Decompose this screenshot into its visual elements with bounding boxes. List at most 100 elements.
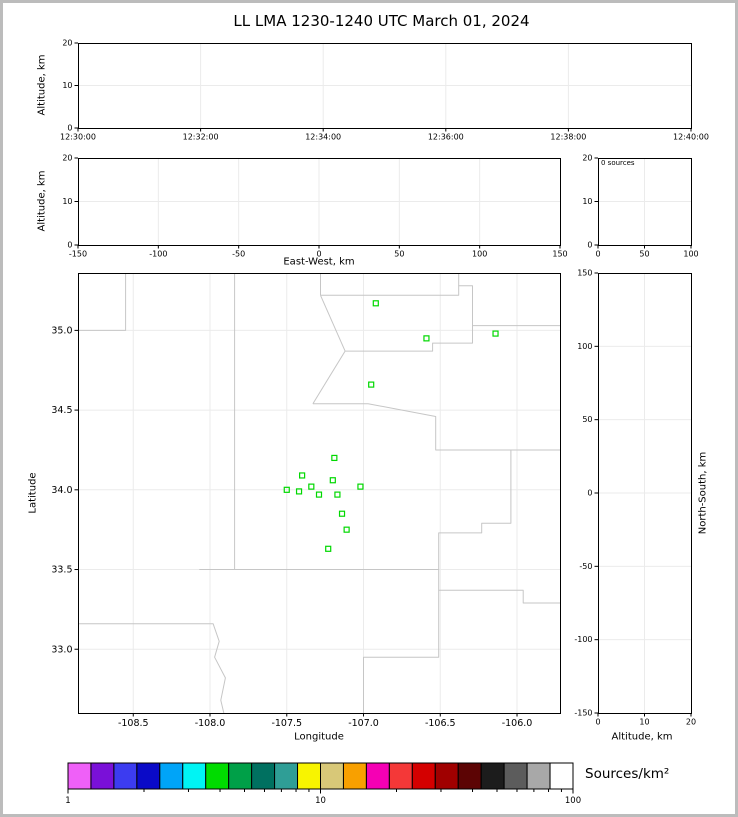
lightning-source-marker: [325, 545, 332, 552]
colorbar-cell: [503, 762, 528, 790]
lightning-source-marker: [372, 300, 379, 307]
y-tick-label: 10: [62, 81, 72, 90]
colorbar-cell: [159, 762, 184, 790]
colorbar-cell: [457, 762, 482, 790]
plot-canvas: 12:30:00 12:32:00 12:34:00 12:36:00 12:38:00…: [51, 39, 709, 806]
histogram-annotation: 0 sources: [601, 159, 635, 167]
colorbar-cell: [388, 762, 413, 790]
colorbar-cell: [411, 762, 436, 790]
x-tick-label: 50: [639, 250, 649, 259]
colorbar-cell: [67, 762, 92, 790]
y-tick-label: 34.5: [51, 405, 72, 416]
y-tick-label: 0: [67, 124, 72, 133]
y-tick-label: 33.0: [51, 644, 72, 655]
ew-height-ylabel: Altitude, km: [36, 170, 48, 232]
x-tick-label: -100: [149, 250, 167, 259]
y-tick-label: 20: [62, 39, 72, 48]
x-tick-label: -106.0: [502, 718, 533, 729]
ew-height-xlabel: East-West, km: [283, 256, 355, 268]
x-tick-label: 12:40:00: [673, 133, 709, 142]
county-boundary: [345, 325, 473, 352]
lightning-source-marker: [315, 491, 323, 498]
lightning-source-marker: [308, 483, 315, 490]
lightning-source-marker: [295, 488, 303, 495]
lightning-source-marker: [329, 477, 336, 484]
colorbar-cell: [480, 762, 505, 790]
y-tick-label: 10: [62, 197, 72, 206]
y-tick-label: 20: [582, 154, 592, 163]
y-tick-label: 34.0: [51, 485, 72, 496]
x-tick-label: 10: [639, 718, 649, 727]
x-tick-label: 0: [595, 718, 600, 727]
county-boundary: [312, 403, 560, 451]
y-tick-label: 0: [587, 241, 592, 250]
x-tick-label: 20: [686, 718, 696, 727]
y-tick-label: 0: [587, 489, 592, 498]
x-tick-label: 100: [472, 250, 487, 259]
lightning-source-marker: [331, 454, 338, 462]
colorbar-cell: [274, 762, 299, 790]
x-tick-label: 12:30:00: [60, 133, 96, 142]
lightning-source-marker: [283, 486, 290, 493]
x-tick-label: 12:32:00: [183, 133, 219, 142]
y-tick-label: 100: [577, 342, 592, 351]
time-height-ylabel: Altitude, km: [36, 54, 48, 116]
colorbar-cell: [113, 762, 138, 790]
x-tick-label: 12:36:00: [428, 133, 464, 142]
ns-height-xlabel: Altitude, km: [611, 731, 673, 743]
x-tick-label: 150: [552, 250, 567, 259]
colorbar-cell: [549, 762, 574, 790]
colorbar-cell: [365, 762, 390, 790]
colorbar-tick-label: 1: [65, 796, 70, 806]
county-boundary: [363, 590, 440, 713]
colorbar-cell: [136, 762, 161, 790]
colorbar-cell: [182, 762, 207, 790]
figure-title: LL LMA 1230-1240 UTC March 01, 2024: [233, 12, 530, 30]
x-tick-label: -107.0: [348, 718, 379, 729]
lightning-source-marker: [368, 381, 375, 388]
colorbar-cell: [342, 762, 367, 790]
y-tick-label: 33.5: [51, 565, 72, 576]
y-tick-label: 0: [67, 241, 72, 250]
lightning-source-marker: [334, 491, 341, 498]
county-boundary: [78, 273, 127, 331]
y-tick-label: -150: [574, 709, 592, 718]
y-tick-label: -50: [579, 562, 592, 571]
colorbar-cell: [251, 762, 276, 790]
county-boundary: [312, 350, 346, 404]
x-tick-label: 12:34:00: [305, 133, 341, 142]
ns-height-ylabel: North-South, km: [697, 451, 709, 535]
x-tick-label: -107.5: [271, 718, 302, 729]
x-tick-label: -50: [232, 250, 245, 259]
colorbar-cell: [434, 762, 459, 790]
lightning-source-marker: [338, 510, 346, 517]
y-tick-label: 35.0: [51, 325, 72, 336]
x-tick-label: 100: [683, 250, 698, 259]
colorbar-cell: [297, 762, 321, 790]
lightning-source-marker: [299, 472, 306, 479]
panel-border: [78, 43, 692, 129]
colorbar-tick-label: 100: [565, 796, 581, 806]
x-tick-label: 0: [595, 250, 600, 259]
colorbar-tick-label: 10: [315, 796, 326, 806]
x-tick-label: 12:38:00: [550, 133, 586, 142]
colorbar-cell: [205, 762, 230, 790]
y-tick-label: 50: [582, 415, 592, 424]
x-tick-label: -108.0: [195, 718, 226, 729]
map-ylabel: Latitude: [27, 472, 39, 514]
county-boundary: [438, 450, 512, 570]
lightning-source-marker: [492, 330, 499, 337]
y-tick-label: -100: [574, 635, 592, 644]
x-tick-label: 50: [394, 250, 404, 259]
panel-border: [78, 273, 561, 714]
map-xlabel: Longitude: [294, 731, 344, 743]
x-tick-label: 0: [316, 250, 321, 259]
y-tick-label: 10: [582, 197, 592, 206]
county-boundary: [438, 569, 560, 604]
colorbar-cell: [228, 762, 253, 790]
x-tick-label: -150: [69, 250, 87, 259]
lightning-source-marker: [423, 335, 430, 342]
colorbar-label: Sources/km²: [585, 766, 670, 782]
lightning-source-marker: [343, 526, 350, 533]
